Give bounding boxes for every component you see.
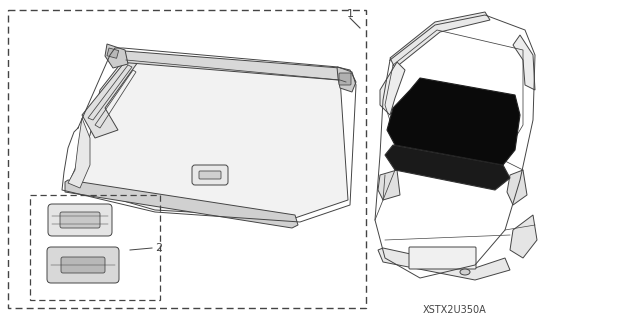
FancyBboxPatch shape (409, 247, 476, 269)
Polygon shape (65, 180, 298, 228)
Polygon shape (510, 215, 537, 258)
Polygon shape (110, 50, 342, 80)
FancyBboxPatch shape (47, 247, 119, 283)
Polygon shape (82, 58, 138, 138)
Polygon shape (337, 67, 356, 92)
Ellipse shape (460, 269, 470, 275)
FancyBboxPatch shape (199, 171, 221, 179)
FancyBboxPatch shape (48, 204, 112, 236)
Text: 1: 1 (346, 9, 353, 19)
Text: XSTX2U350A: XSTX2U350A (423, 305, 487, 315)
Polygon shape (385, 145, 510, 190)
Polygon shape (380, 62, 405, 115)
Bar (8, 10, 366, 308)
FancyBboxPatch shape (60, 212, 100, 228)
FancyBboxPatch shape (61, 257, 105, 273)
FancyBboxPatch shape (192, 165, 228, 185)
Bar (30, 195, 160, 300)
Polygon shape (507, 170, 527, 205)
Polygon shape (105, 44, 128, 68)
Polygon shape (68, 58, 348, 218)
Polygon shape (378, 248, 510, 280)
Bar (107, 48, 118, 58)
Polygon shape (513, 35, 535, 90)
Polygon shape (378, 170, 400, 200)
Polygon shape (390, 12, 490, 68)
FancyBboxPatch shape (339, 73, 351, 85)
Text: 2: 2 (155, 243, 162, 253)
Polygon shape (68, 118, 90, 188)
Polygon shape (387, 78, 520, 165)
